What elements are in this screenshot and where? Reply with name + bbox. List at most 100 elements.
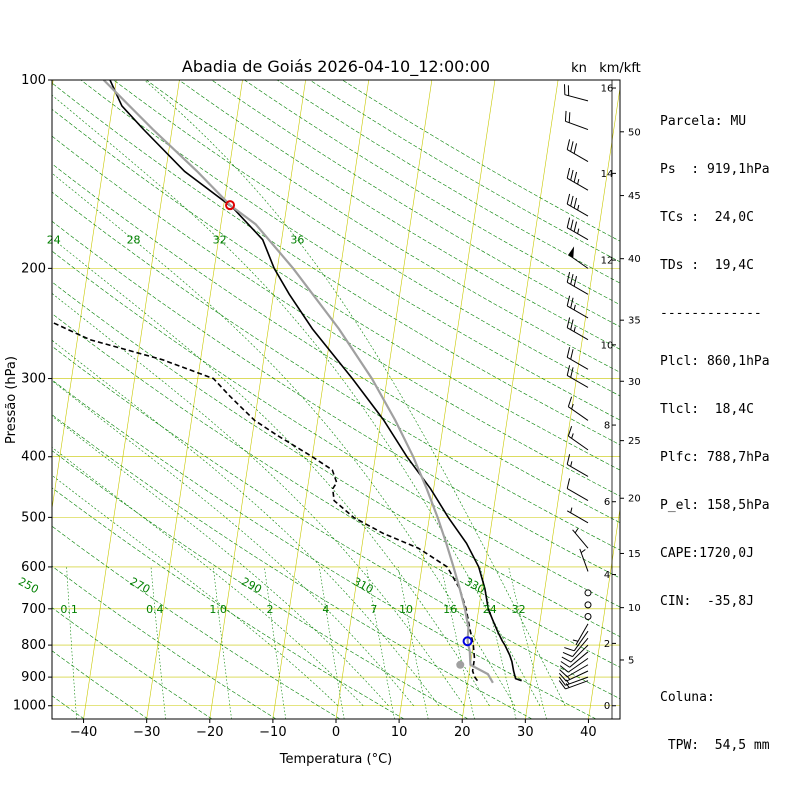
- wind-barb-half: [573, 304, 576, 311]
- wind-barb-full: [566, 365, 571, 376]
- kft-tick-label: 20: [628, 494, 641, 505]
- mixing-ratio-label: 0.4: [146, 603, 164, 616]
- info-plfc: Plfc: 788,7hPa: [660, 450, 770, 465]
- wind-barb-full: [573, 221, 578, 232]
- wind-barb-full: [570, 195, 574, 207]
- kft-tick-label: 50: [628, 127, 641, 138]
- info-pel: P_el: 158,5hPa: [660, 498, 770, 513]
- wind-barb-half: [577, 228, 580, 234]
- dry-adiabat-line: [52, 379, 597, 719]
- x-tick-label: −20: [196, 725, 223, 740]
- wind-barb-full: [566, 193, 571, 205]
- wind-barb-full: [566, 217, 571, 228]
- wind-barb-staff: [564, 94, 589, 102]
- isotherm-line: [146, 80, 243, 719]
- wind-barb-full: [573, 171, 578, 183]
- isotherm-line: [209, 80, 306, 719]
- wind-barb-half: [571, 433, 574, 439]
- wind-barb-half: [573, 326, 576, 332]
- moist-adiabat-label: 36: [290, 234, 304, 247]
- lcl-marker: [456, 660, 465, 669]
- moist-adiabat-line: [52, 94, 541, 706]
- wind-barb-full: [570, 219, 574, 230]
- kft-tick-label: 5: [628, 655, 634, 666]
- info-blank: [660, 642, 770, 658]
- km-tick-label: 14: [601, 169, 614, 180]
- wind-barb-full: [566, 317, 571, 328]
- info-coluna: Coluna:: [660, 690, 715, 705]
- calm-wind-marker: [584, 612, 592, 620]
- info-tpw: TPW: 54,5 mm: [660, 738, 770, 753]
- wind-barb-full: [564, 110, 567, 122]
- mixing-ratio-line: [441, 566, 475, 719]
- wind-barb-half: [574, 528, 579, 534]
- dry-adiabat-label: 250: [16, 575, 41, 596]
- background-grid: [52, 80, 620, 719]
- x-tick-label: −10: [259, 725, 286, 740]
- mixing-ratio-line: [66, 566, 77, 719]
- moist-adiabat-label: 32: [213, 234, 227, 247]
- isotherm-line: [398, 80, 496, 719]
- wind-barb-full: [568, 112, 571, 123]
- dry-adiabat-line: [52, 191, 620, 551]
- dry-adiabat-line: [52, 250, 620, 608]
- dry-adiabat-line: [309, 80, 620, 263]
- wind-barb-staff: [572, 637, 589, 657]
- kft-tick-label: 15: [628, 549, 641, 560]
- wind-barb-half: [570, 507, 573, 513]
- wind-barb-staff: [569, 651, 589, 668]
- x-tick-label: 10: [391, 725, 408, 740]
- isotherm-line: [52, 80, 117, 511]
- y-tick-label: 600: [21, 560, 46, 575]
- isotherm-line: [525, 85, 620, 719]
- info-cin: CIN: -35,8J: [660, 594, 754, 609]
- wind-barb-staff: [566, 664, 589, 678]
- info-separator: -------------: [660, 306, 762, 321]
- profile-lines: [52, 80, 522, 684]
- y-tick-label: 900: [21, 670, 46, 685]
- wind-barb-full: [562, 652, 573, 658]
- x-tick-label: 20: [454, 725, 471, 740]
- x-tick-label: 40: [580, 725, 597, 740]
- wind-barb-full: [566, 139, 571, 150]
- y-tick-label: 1000: [13, 699, 46, 714]
- dry-adiabat-label: 290: [239, 575, 264, 596]
- wind-barb-full: [559, 669, 568, 678]
- isotherm-line: [588, 506, 620, 719]
- isotherm-line: [83, 80, 180, 719]
- wind-barb-full: [566, 167, 571, 179]
- wind-barb-full: [570, 273, 574, 285]
- wind-barb-full: [573, 275, 578, 287]
- wind-barb-full: [561, 656, 572, 663]
- mixing-ratio-line: [264, 566, 287, 719]
- mixing-ratio-line: [479, 566, 517, 719]
- moist-adiabat-line: [52, 415, 389, 706]
- wind-barb-flag: [568, 246, 575, 259]
- x-tick-label: −40: [70, 725, 97, 740]
- mixing-ratio-label: 0.1: [60, 603, 78, 616]
- wind-height-axis: 0 2 4 6 8 10 12 14 16 5 10 15 20 25 30 35 40 45 50: [601, 80, 641, 719]
- dry-adiabat-line: [113, 80, 620, 397]
- y-tick-label: 500: [21, 510, 46, 525]
- info-parcel: Parcela: MU: [660, 114, 747, 129]
- dry-adiabat-line: [52, 82, 620, 446]
- info-ps: Ps : 919,1hPa: [660, 162, 770, 177]
- info-cape: CAPE:1720,0J: [660, 546, 754, 561]
- wind-barb-full: [570, 141, 574, 152]
- dry-adiabat-line: [52, 414, 533, 719]
- mixing-ratio-line: [366, 566, 395, 719]
- wind-barb-full: [570, 319, 574, 330]
- mixing-ratio-line: [213, 566, 232, 719]
- wind-barb-half: [572, 639, 579, 642]
- kft-tick-label: 30: [628, 377, 641, 388]
- mixing-ratio-label: 4: [322, 603, 329, 616]
- x-axis-label: Temperatura (°C): [279, 752, 392, 767]
- y-tick-label: 300: [21, 372, 46, 387]
- wind-barbs: [558, 84, 592, 690]
- km-tick-label: 10: [601, 340, 614, 351]
- mixing-ratio-label: 24: [483, 603, 497, 616]
- km-tick-label: 8: [604, 421, 610, 432]
- wind-barb-full: [573, 143, 578, 154]
- wind-barb-half: [571, 403, 574, 410]
- km-tick-label: 6: [604, 497, 610, 508]
